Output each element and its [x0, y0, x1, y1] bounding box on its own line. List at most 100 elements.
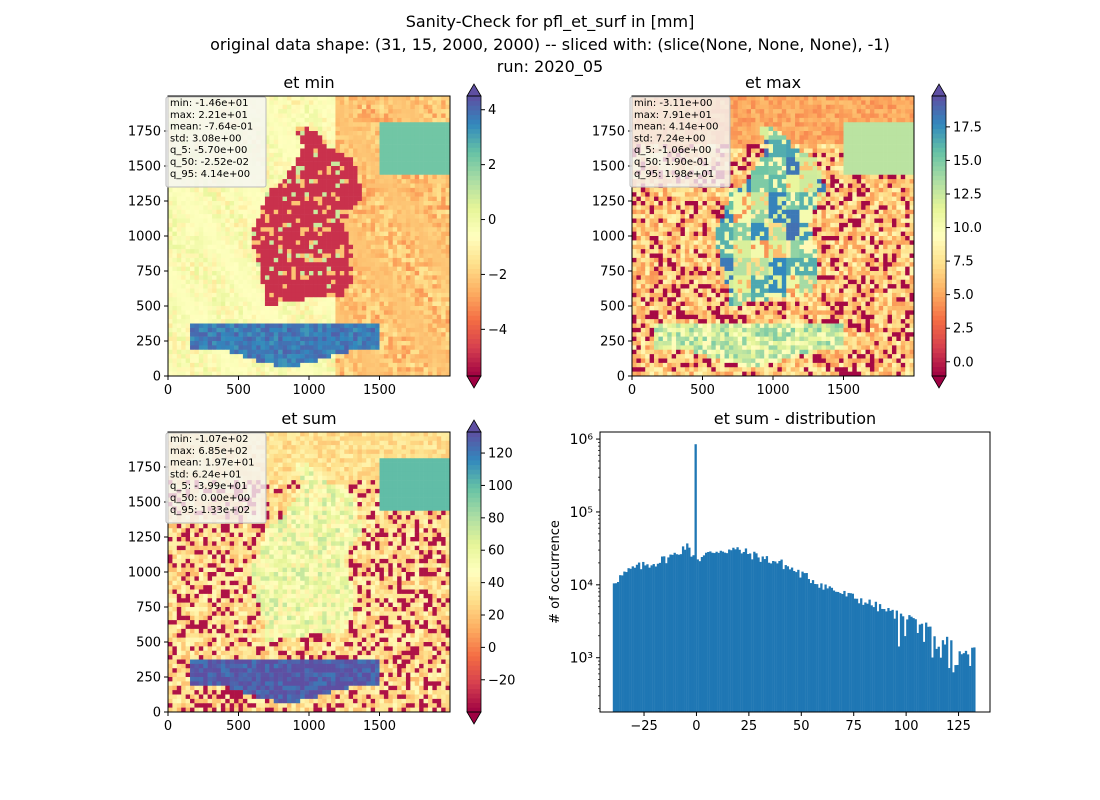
heatmap-cell	[813, 114, 818, 119]
heatmap-cell	[296, 350, 301, 355]
heatmap-cell	[291, 157, 296, 162]
heatmap-cell	[230, 289, 235, 294]
heatmap-cell	[410, 223, 415, 228]
heatmap-cell	[265, 354, 270, 359]
heatmap-cell	[349, 324, 354, 329]
heatmap-cell	[782, 127, 787, 132]
heatmap-cell	[424, 188, 429, 193]
heatmap-cell	[349, 223, 354, 228]
heatmap-cell	[402, 280, 407, 285]
heatmap-cell	[313, 122, 318, 127]
heatmap-cell	[424, 166, 429, 171]
heatmap-cell	[397, 306, 402, 311]
heatmap-cell	[190, 223, 195, 228]
heatmap-cell	[870, 114, 875, 119]
heatmap-cell	[194, 341, 199, 346]
heatmap-cell	[181, 227, 186, 232]
heatmap-cell	[428, 240, 433, 245]
heatmap-cell	[371, 166, 376, 171]
heatmap-cell	[234, 205, 239, 210]
heatmap-cell	[362, 367, 367, 372]
heatmap-cell	[738, 144, 743, 149]
heatmap-cell	[415, 179, 420, 184]
heatmap-cell	[384, 219, 389, 224]
heatmap-cell	[296, 262, 301, 267]
heatmap-cell	[410, 109, 415, 114]
heatmap-cell	[340, 105, 345, 110]
heatmap-cell	[357, 149, 362, 154]
heatmap-cell	[291, 153, 296, 158]
heatmap-cell	[424, 197, 429, 202]
heatmap-cell	[432, 192, 437, 197]
heatmap-cell	[817, 100, 822, 105]
heatmap-cell	[252, 350, 257, 355]
heatmap-cell	[203, 249, 208, 254]
heatmap-cell	[265, 249, 270, 254]
heatmap-cell	[168, 245, 173, 250]
heatmap-cell	[380, 315, 385, 320]
heatmap-cell	[291, 175, 296, 180]
heatmap-cell	[366, 367, 371, 372]
heatmap-cell	[322, 297, 327, 302]
heatmap-cell	[331, 240, 336, 245]
heatmap-cell	[252, 192, 257, 197]
heatmap-cell	[278, 332, 283, 337]
heatmap-cell	[344, 144, 349, 149]
heatmap-cell	[283, 135, 288, 140]
heatmap-cell	[428, 354, 433, 359]
heatmap-cell	[309, 184, 314, 189]
heatmap-cell	[415, 345, 420, 350]
heatmap-cell	[791, 105, 796, 110]
heatmap-cell	[186, 262, 191, 267]
heatmap-cell	[230, 297, 235, 302]
heatmap-cell	[291, 219, 296, 224]
heatmap-cell	[322, 105, 327, 110]
heatmap-cell	[415, 293, 420, 298]
heatmap-cell	[415, 144, 420, 149]
heatmap-cell	[313, 354, 318, 359]
heatmap-cell	[274, 153, 279, 158]
heatmap-cell	[313, 350, 318, 355]
heatmap-cell	[305, 105, 310, 110]
heatmap-cell	[243, 367, 248, 372]
heatmap-cell	[177, 293, 182, 298]
heatmap-cell	[888, 140, 893, 145]
heatmap-cell	[419, 267, 424, 272]
heatmap-cell	[296, 188, 301, 193]
heatmap-cell	[782, 109, 787, 114]
heatmap-cell	[239, 354, 244, 359]
heatmap-cell	[335, 96, 340, 101]
heatmap-cell	[397, 302, 402, 307]
heatmap-cell	[380, 201, 385, 206]
heatmap-cell	[203, 188, 208, 193]
heatmap-cell	[747, 122, 752, 127]
heatmap-cell	[905, 100, 910, 105]
heatmap-cell	[199, 363, 204, 368]
heatmap-cell	[879, 96, 884, 101]
heatmap-cell	[190, 197, 195, 202]
heatmap-cell	[874, 140, 879, 145]
heatmap-cell	[366, 96, 371, 101]
heatmap-cell	[419, 315, 424, 320]
heatmap-cell	[419, 170, 424, 175]
heatmap-cell	[751, 114, 756, 119]
heatmap-cell	[230, 210, 235, 215]
heatmap-cell	[874, 144, 879, 149]
heatmap-cell	[322, 236, 327, 241]
heatmap-cell	[415, 271, 420, 276]
heatmap-cell	[428, 144, 433, 149]
heatmap-cell	[349, 127, 354, 132]
heatmap-cell	[278, 114, 283, 119]
heatmap-cell	[760, 144, 765, 149]
heatmap-cell	[177, 350, 182, 355]
heatmap-cell	[322, 337, 327, 342]
heatmap-cell	[274, 179, 279, 184]
heatmap-cell	[441, 359, 446, 364]
heatmap-cell	[362, 262, 367, 267]
heatmap-cell	[225, 271, 230, 276]
heatmap-cell	[291, 359, 296, 364]
heatmap-cell	[256, 367, 261, 372]
heatmap-cell	[340, 332, 345, 337]
heatmap-cell	[340, 188, 345, 193]
heatmap-cell	[216, 350, 221, 355]
